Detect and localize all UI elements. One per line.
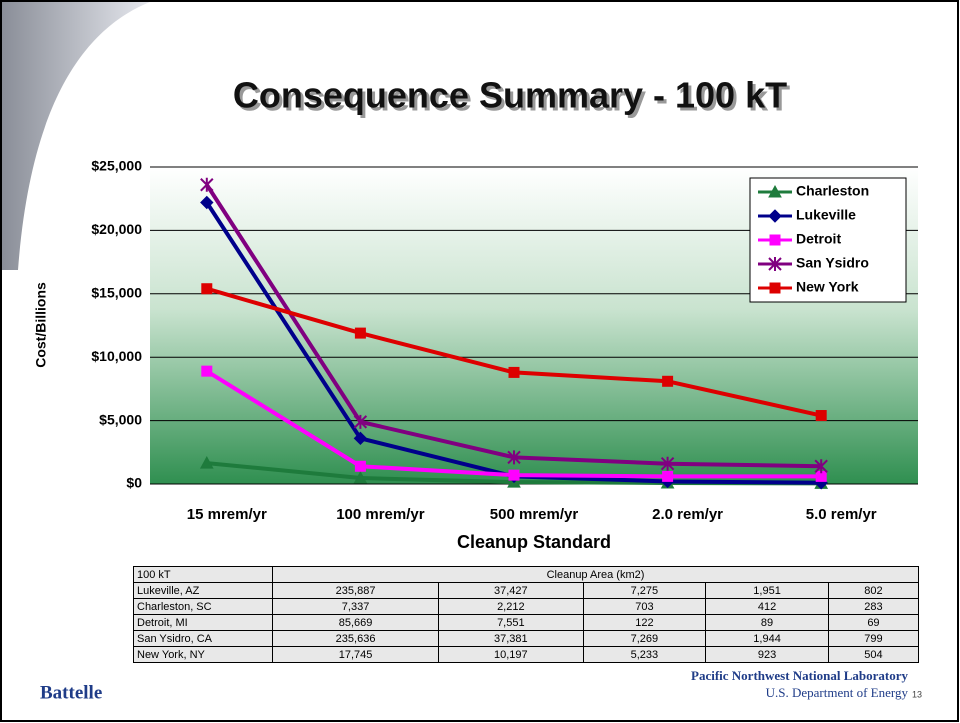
y-tick-label: $25,000 (91, 158, 142, 174)
marker (353, 470, 368, 484)
table-cell: 923 (705, 646, 829, 663)
marker (508, 366, 520, 378)
marker (201, 283, 213, 295)
marker (353, 414, 368, 429)
marker (768, 184, 782, 198)
table-cell: 5,233 (582, 646, 707, 663)
table-cell: 37,427 (438, 582, 584, 599)
table-cell: Detroit, MI (133, 614, 273, 631)
legend-label: Lukeville (796, 207, 856, 223)
marker (507, 450, 521, 465)
table-cell: 89 (705, 614, 829, 631)
footer-dept: U.S. Department of Energy (766, 685, 909, 700)
x-tick-label: 5.0 rem/yr (806, 506, 877, 523)
x-tick-label: 500 mrem/yr (490, 506, 579, 523)
table-cell: 10,197 (438, 646, 584, 663)
marker (508, 469, 520, 481)
marker (354, 327, 366, 339)
table-cell: San Ysidro, CA (133, 630, 273, 647)
legend-label: Detroit (796, 231, 841, 247)
table-cell: 1,951 (705, 582, 829, 599)
table-row: New York, NY 17,745 10,197 5,233 923 504 (133, 646, 920, 663)
table-cell: 37,381 (438, 630, 584, 647)
table-cell: 235,636 (271, 630, 440, 647)
table-cell: 100 kT (133, 566, 273, 583)
page-number: 13 (912, 689, 922, 699)
chart-title: Consequence Summary - 100 kT (233, 75, 787, 116)
marker (354, 460, 366, 472)
x-axis-title: Cleanup Standard (457, 532, 611, 552)
table-cell: 7,275 (582, 582, 707, 599)
marker (201, 365, 213, 377)
footer-logo: Battelle (40, 682, 102, 703)
marker (769, 282, 781, 294)
table-cell: New York, NY (133, 646, 273, 663)
table-cell: 7,269 (582, 630, 707, 647)
marker (200, 177, 214, 192)
table-cell: 412 (705, 598, 829, 615)
x-tick-label: 100 mrem/yr (336, 506, 425, 523)
table-row: Charleston, SC 7,337 2,212 703 412 283 (133, 598, 920, 615)
table-cell: 122 (582, 614, 707, 631)
table-cell: 69 (827, 614, 920, 631)
marker (769, 234, 781, 246)
table-cell: 504 (827, 646, 920, 663)
table-cell: 283 (827, 598, 920, 615)
x-tick-label: 2.0 rem/yr (652, 506, 723, 523)
table-cell: 703 (582, 598, 707, 615)
legend-label: Charleston (796, 183, 869, 199)
table-row: Detroit, MI 85,669 7,551 122 89 69 (133, 614, 920, 631)
marker (815, 410, 827, 422)
data-table: 100 kT Cleanup Area (km2) Lukeville, AZ 235… (133, 566, 920, 663)
table-cell: Cleanup Area (km2) (272, 566, 919, 583)
table-cell: 799 (827, 630, 920, 647)
table-cell: 1,944 (705, 630, 829, 647)
y-tick-label: $15,000 (91, 285, 142, 301)
table-cell: 7,551 (438, 614, 584, 631)
swoosh (2, 2, 150, 270)
table-cell: 17,745 (271, 646, 440, 663)
legend-label: San Ysidro (796, 255, 869, 271)
x-tick-label: 15 mrem/yr (187, 506, 267, 523)
marker (660, 456, 675, 471)
y-tick-label: $0 (126, 475, 142, 491)
table-cell: 85,669 (271, 614, 440, 631)
marker (199, 456, 214, 469)
marker (353, 431, 368, 446)
y-tick-label: $5,000 (99, 411, 142, 427)
table-cell: 802 (827, 582, 920, 599)
y-tick-label: $10,000 (91, 348, 142, 364)
title-shadow: Consequence Summary - 100 kT (236, 78, 790, 119)
footer-lab: Pacific Northwest National Laboratory (691, 668, 908, 683)
table-cell: 2,212 (438, 598, 584, 615)
marker (768, 257, 782, 271)
table-row: San Ysidro, CA 235,636 37,381 7,269 1,944 799 (133, 630, 920, 647)
table-row: 100 kT Cleanup Area (km2) (133, 566, 919, 583)
table-row: Lukeville, AZ 235,887 37,427 7,275 1,951 802 (133, 582, 920, 599)
y-tick-label: $20,000 (91, 221, 142, 237)
marker (200, 195, 214, 210)
marker (662, 470, 674, 482)
table-cell: 7,337 (271, 598, 440, 615)
marker (768, 209, 782, 223)
table-cell: 235,887 (271, 582, 440, 599)
y-axis-title: Cost/Billions (33, 282, 49, 368)
marker (662, 375, 674, 387)
table-cell: Lukeville, AZ (133, 582, 273, 599)
table-cell: Charleston, SC (133, 598, 273, 615)
legend-label: New York (796, 279, 859, 295)
marker (814, 459, 828, 474)
